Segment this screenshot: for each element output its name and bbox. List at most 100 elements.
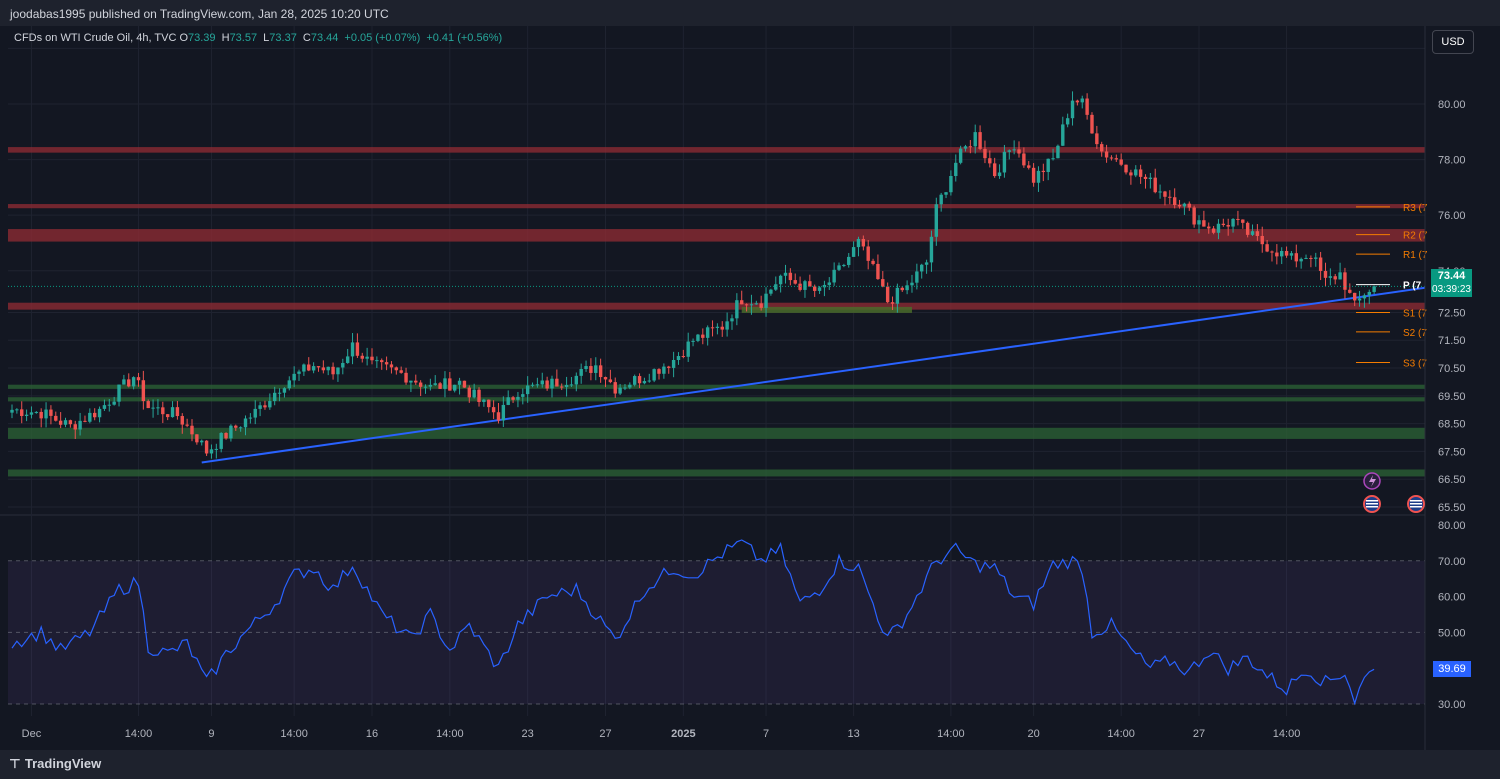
last-price-tag: 73.44 03:39:23 (1431, 269, 1472, 297)
pivot-label: P (7 (1403, 281, 1422, 292)
candle-body (180, 416, 184, 425)
tradingview-logo[interactable]: ⊤ TradingView (9, 756, 101, 772)
candle-body (1138, 169, 1143, 177)
currency-button[interactable]: USD (1432, 30, 1474, 54)
candle-body (1314, 257, 1318, 259)
candle-body (681, 356, 686, 358)
candle-body (560, 386, 564, 388)
candle-body (876, 263, 880, 280)
candle-body (10, 409, 14, 413)
candle-body (156, 407, 160, 409)
low-label: L (263, 32, 270, 44)
time-tick-label: Dec (22, 728, 42, 740)
candle-body (1211, 228, 1216, 233)
candle-body (744, 304, 749, 306)
high-value: 73.57 (229, 32, 258, 44)
candle-body (997, 172, 1002, 177)
candle-body (151, 407, 155, 409)
candle-body (1041, 170, 1046, 173)
low-value: 73.37 (269, 32, 297, 44)
candle-body (1100, 144, 1104, 152)
candle-body (832, 269, 836, 283)
candle-body (34, 411, 39, 413)
price-tick-label: 68.50 (1438, 419, 1466, 431)
candle-body (667, 366, 671, 368)
price-chart[interactable]: R3 (7 R2 (7 R1 (7 P (7 S1 (7 S2 (7 S3 (7 65.50… (0, 26, 1500, 750)
candle-body (24, 414, 29, 416)
candle-body (263, 405, 267, 408)
candle-body (1299, 258, 1303, 262)
candle-body (1022, 153, 1026, 166)
candle-body (516, 396, 520, 400)
candle-body (1051, 158, 1055, 160)
candle-body (253, 408, 257, 418)
candle-body (49, 409, 53, 416)
candle-body (345, 356, 350, 363)
event-icons[interactable] (1363, 472, 1425, 513)
trendline[interactable] (201, 286, 1426, 464)
candle-body (1294, 253, 1299, 262)
candle-body (1270, 251, 1274, 253)
tradingview-logo-icon: ⊤ (9, 757, 21, 772)
candle-body (282, 388, 287, 393)
candle-body (258, 405, 262, 409)
candle-body (190, 425, 194, 435)
time-tick-label: 20 (1027, 728, 1039, 740)
candle-body (939, 194, 943, 205)
candle-body (929, 236, 934, 263)
candle-body (58, 420, 63, 425)
candle-body (642, 381, 647, 384)
candle-body (117, 384, 121, 402)
candle-body (525, 385, 530, 395)
candle-body (1012, 149, 1016, 151)
us-flag-stripe (1366, 506, 1378, 508)
us-flag-stripe (1366, 503, 1378, 505)
candle-body (696, 334, 700, 341)
rsi-tick-label: 80.00 (1438, 520, 1466, 532)
candle-body (394, 367, 399, 371)
candle-body (691, 340, 695, 342)
rsi-band (8, 560, 1425, 704)
candle-body (837, 265, 841, 270)
candle-body (224, 432, 228, 439)
candle-body (973, 132, 977, 147)
candle-body (545, 380, 549, 389)
price-tick-label: 71.50 (1438, 335, 1466, 347)
candle-body (482, 399, 486, 402)
candle-body (1124, 164, 1128, 173)
candle-body (112, 401, 116, 405)
candle-body (1352, 292, 1357, 301)
us-flag-stripe (1410, 506, 1422, 508)
candle-body (1338, 272, 1342, 280)
us-flag-stripe (1410, 500, 1422, 502)
candle-body (710, 327, 715, 329)
candle-body (569, 384, 574, 386)
candle-body (594, 365, 598, 373)
candle-body (428, 384, 433, 387)
candle-body (360, 355, 364, 359)
candle-body (414, 380, 418, 383)
candle-body (88, 412, 92, 422)
time-tick-label: 14:00 (937, 728, 965, 740)
open-label: O (179, 32, 189, 44)
candle-body (598, 365, 603, 378)
candle-body (1007, 150, 1011, 152)
candle-body (136, 377, 141, 381)
high-label: H (221, 32, 230, 44)
candle-body (1056, 145, 1060, 159)
candle-body (735, 300, 739, 319)
candle-body (63, 420, 68, 425)
candle-body (793, 280, 797, 284)
candle-body (375, 360, 379, 362)
rsi-tick-label: 50.00 (1438, 627, 1466, 639)
symbol-legend: CFDs on WTI Crude Oil, 4h, TVC O73.39 H7… (14, 32, 505, 44)
candle-body (740, 300, 744, 305)
candle-body (920, 264, 924, 272)
candle-body (613, 382, 617, 394)
time-tick-label: 7 (763, 728, 769, 740)
candle-body (812, 286, 817, 291)
candle-body (978, 132, 982, 149)
candle-body (540, 380, 544, 385)
candle-body (968, 146, 973, 148)
candle-body (204, 440, 209, 454)
